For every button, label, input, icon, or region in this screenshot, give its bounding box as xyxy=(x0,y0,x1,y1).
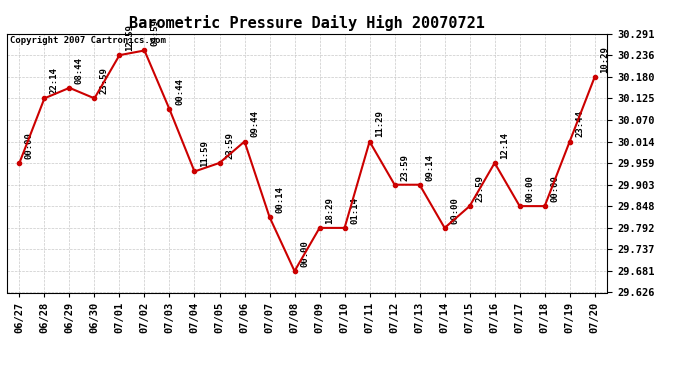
Text: 22:14: 22:14 xyxy=(50,67,59,94)
Text: 00:14: 00:14 xyxy=(275,186,284,213)
Text: 00:00: 00:00 xyxy=(25,132,34,159)
Text: 00:00: 00:00 xyxy=(450,197,459,224)
Text: Copyright 2007 Cartronics.com: Copyright 2007 Cartronics.com xyxy=(10,36,166,45)
Text: 12:59: 12:59 xyxy=(125,24,134,51)
Text: 00:44: 00:44 xyxy=(175,78,184,105)
Text: 00:00: 00:00 xyxy=(550,175,559,202)
Text: 11:29: 11:29 xyxy=(375,111,384,137)
Text: 08:44: 08:44 xyxy=(75,57,84,84)
Text: 23:59: 23:59 xyxy=(400,154,409,180)
Text: 04:59: 04:59 xyxy=(150,20,159,46)
Title: Barometric Pressure Daily High 20070721: Barometric Pressure Daily High 20070721 xyxy=(129,15,485,31)
Text: 23:59: 23:59 xyxy=(475,175,484,202)
Text: 11:59: 11:59 xyxy=(200,141,209,167)
Text: 18:29: 18:29 xyxy=(325,197,334,224)
Text: 00:00: 00:00 xyxy=(525,175,534,202)
Text: 09:14: 09:14 xyxy=(425,154,434,180)
Text: 12:14: 12:14 xyxy=(500,132,509,159)
Text: 23:59: 23:59 xyxy=(225,132,234,159)
Text: 23:44: 23:44 xyxy=(575,111,584,137)
Text: 10:29: 10:29 xyxy=(600,46,609,73)
Text: 01:14: 01:14 xyxy=(350,197,359,224)
Text: 23:59: 23:59 xyxy=(100,67,109,94)
Text: 09:44: 09:44 xyxy=(250,111,259,137)
Text: 00:00: 00:00 xyxy=(300,240,309,267)
